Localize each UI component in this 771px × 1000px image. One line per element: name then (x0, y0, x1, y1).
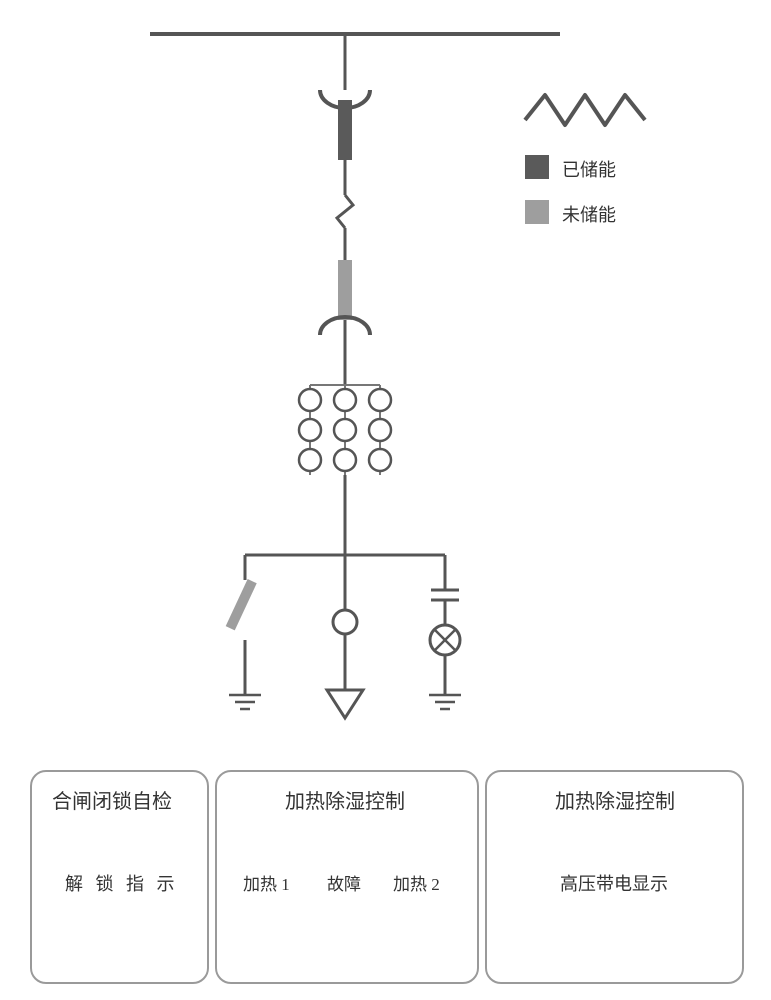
panel-selfcheck-sub: 解 锁 指 示 (65, 870, 179, 896)
panel-heat1-l2: 故障 (327, 870, 361, 895)
legend-charged-label: 已储能 (562, 156, 616, 182)
panel-heat1-l1: 加热 1 (243, 870, 290, 895)
legend-charged-swatch (525, 155, 549, 179)
panel-heat1-title: 加热除湿控制 (285, 785, 405, 814)
legend-uncharged-swatch (525, 200, 549, 224)
panel-heat2-sub: 高压带电显示 (560, 870, 668, 896)
panel-selfcheck-title: 合闸闭锁自检 (52, 785, 172, 814)
panel-heat1-l3: 加热 2 (393, 870, 440, 895)
panel-heat2-title: 加热除湿控制 (555, 785, 675, 814)
legend-uncharged-label: 未储能 (562, 201, 616, 227)
